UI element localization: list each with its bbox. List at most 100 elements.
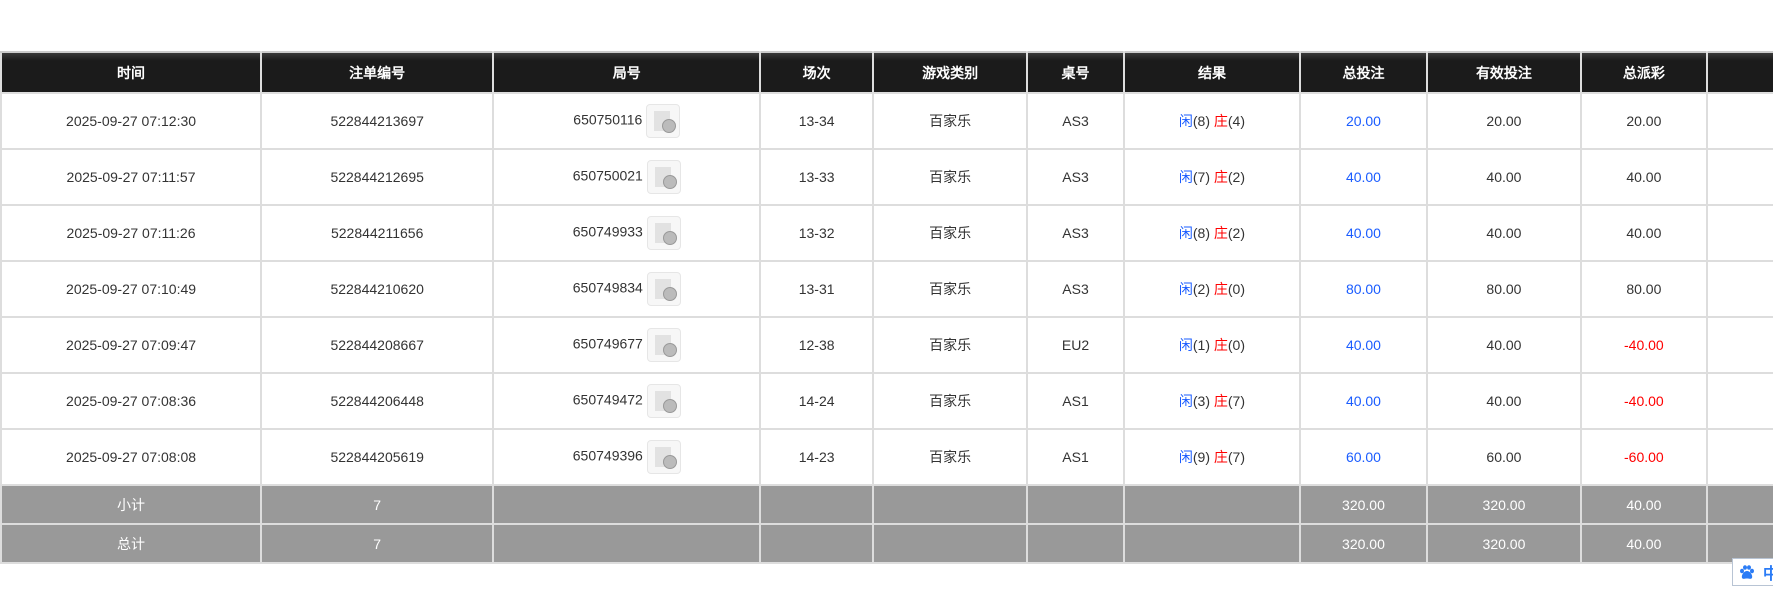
time-cell: 2025-09-27 07:12:30 bbox=[0, 92, 263, 150]
time-cell: 2025-09-27 07:11:26 bbox=[0, 204, 263, 262]
round-number: 650749834 bbox=[572, 279, 643, 296]
banker-label: 庄 bbox=[1213, 225, 1228, 241]
total-bet-cell: 60.00 bbox=[1299, 428, 1428, 486]
input-method-badge[interactable]: 中 bbox=[1732, 558, 1773, 586]
table-row: 2025-09-27 07:11:57 522844212695 6507500… bbox=[0, 148, 1773, 206]
time-cell: 2025-09-27 07:09:47 bbox=[0, 316, 263, 374]
shoe-cell: 14-23 bbox=[759, 428, 874, 486]
note-cell: 169.50/249.50 bbox=[1705, 260, 1773, 318]
round-number: 650749472 bbox=[572, 391, 643, 408]
video-replay-icon[interactable] bbox=[646, 440, 681, 474]
column-header: 总投注 bbox=[1299, 51, 1428, 94]
column-header: 时间 bbox=[0, 51, 263, 94]
column-header: 场次 bbox=[759, 51, 874, 94]
table-row: 2025-09-27 07:08:08 522844205619 6507493… bbox=[0, 428, 1773, 486]
bet-id-cell: 522844210620 bbox=[260, 260, 495, 318]
player-label: 闲 bbox=[1178, 225, 1193, 241]
video-replay-icon[interactable] bbox=[646, 160, 681, 194]
column-header: 桌号 bbox=[1026, 51, 1125, 94]
table-number-cell: AS3 bbox=[1026, 260, 1125, 318]
player-label: 闲 bbox=[1178, 393, 1193, 409]
round-cell: 650749834 bbox=[492, 260, 762, 318]
badge-text: 中 bbox=[1763, 566, 1773, 583]
subtotal-count: 7 bbox=[260, 484, 495, 525]
video-replay-icon[interactable] bbox=[646, 104, 681, 138]
banker-label: 庄 bbox=[1213, 393, 1228, 409]
shoe-cell: 14-24 bbox=[759, 372, 874, 430]
total-bet-cell: 20.00 bbox=[1299, 92, 1428, 150]
table-row: 2025-09-27 07:09:47 522844208667 6507496… bbox=[0, 316, 1773, 374]
banker-points: (0) bbox=[1227, 281, 1246, 297]
table-header: 时间注单编号局号场次游戏类别桌号结果总投注有效投注总派彩备注 bbox=[0, 51, 1773, 94]
video-replay-icon[interactable] bbox=[646, 216, 681, 250]
table-row: 2025-09-27 07:08:36 522844206448 6507494… bbox=[0, 372, 1773, 430]
payout-cell: 80.00 bbox=[1580, 260, 1708, 318]
player-label: 闲 bbox=[1178, 113, 1193, 129]
banker-label: 庄 bbox=[1213, 449, 1228, 465]
banker-points: (2) bbox=[1227, 225, 1246, 241]
subtotal-bet: 320.00 bbox=[1299, 484, 1428, 525]
shoe-cell: 13-32 bbox=[759, 204, 874, 262]
game-type-cell: 百家乐 bbox=[871, 260, 1029, 318]
game-type-cell: 百家乐 bbox=[871, 428, 1029, 486]
game-type-cell: 百家乐 bbox=[871, 148, 1029, 206]
banker-points: (4) bbox=[1227, 113, 1246, 129]
table-number-cell: AS3 bbox=[1026, 204, 1125, 262]
bet-id-cell: 522844208667 bbox=[260, 316, 495, 374]
video-replay-icon[interactable] bbox=[646, 384, 681, 418]
valid-bet-cell: 80.00 bbox=[1425, 260, 1583, 318]
banker-label: 庄 bbox=[1213, 281, 1228, 297]
payout-cell: -40.00 bbox=[1580, 372, 1708, 430]
shoe-cell: 13-33 bbox=[759, 148, 874, 206]
round-number: 650749677 bbox=[572, 335, 643, 352]
time-cell: 2025-09-27 07:08:36 bbox=[0, 372, 263, 430]
column-header: 结果 bbox=[1122, 51, 1302, 94]
total-payout: 40.00 bbox=[1580, 523, 1708, 564]
result-cell: 闲(8) 庄(4) bbox=[1122, 92, 1302, 150]
note-cell: 329.50/349.50 bbox=[1705, 92, 1773, 150]
valid-bet-cell: 40.00 bbox=[1425, 316, 1583, 374]
bet-id-cell: 522844213697 bbox=[260, 92, 495, 150]
bet-id-cell: 522844212695 bbox=[260, 148, 495, 206]
bet-id-cell: 522844206448 bbox=[260, 372, 495, 430]
column-header: 局号 bbox=[492, 51, 762, 94]
table-number-cell: AS3 bbox=[1026, 92, 1125, 150]
shoe-cell: 12-38 bbox=[759, 316, 874, 374]
round-number: 650749933 bbox=[572, 223, 643, 240]
shoe-cell: 13-31 bbox=[759, 260, 874, 318]
banker-points: (2) bbox=[1227, 169, 1246, 185]
round-cell: 650749396 bbox=[492, 428, 762, 486]
baidu-paw-icon bbox=[1740, 565, 1754, 579]
game-type-cell: 百家乐 bbox=[871, 92, 1029, 150]
note-cell: 309.50/249.50 bbox=[1705, 428, 1773, 486]
column-header: 有效投注 bbox=[1425, 51, 1583, 94]
bet-records-table: 时间注单编号局号场次游戏类别桌号结果总投注有效投注总派彩备注 2025-09-2… bbox=[0, 51, 1773, 564]
player-points: (3) bbox=[1192, 393, 1210, 409]
table-row: 2025-09-27 07:11:26 522844211656 6507499… bbox=[0, 204, 1773, 262]
payout-cell: 40.00 bbox=[1580, 204, 1708, 262]
banker-points: (0) bbox=[1227, 337, 1246, 353]
round-cell: 650749933 bbox=[492, 204, 762, 262]
total-label: 总计 bbox=[0, 523, 263, 564]
player-points: (9) bbox=[1192, 449, 1210, 465]
banker-points: (7) bbox=[1227, 393, 1246, 409]
player-points: (8) bbox=[1192, 225, 1210, 241]
table-row: 2025-09-27 07:12:30 522844213697 6507501… bbox=[0, 92, 1773, 150]
valid-bet-cell: 60.00 bbox=[1425, 428, 1583, 486]
round-number: 650750116 bbox=[573, 111, 643, 128]
game-type-cell: 百家乐 bbox=[871, 372, 1029, 430]
valid-bet-cell: 40.00 bbox=[1425, 204, 1583, 262]
total-row: 总计 7 320.00 320.00 40.00 bbox=[0, 523, 1773, 564]
payout-cell: 20.00 bbox=[1580, 92, 1708, 150]
round-cell: 650750116 bbox=[492, 92, 762, 150]
game-type-cell: 百家乐 bbox=[871, 204, 1029, 262]
player-points: (7) bbox=[1192, 169, 1210, 185]
column-header: 总派彩 bbox=[1580, 51, 1708, 94]
column-header: 游戏类别 bbox=[871, 51, 1029, 94]
shoe-cell: 13-34 bbox=[759, 92, 874, 150]
table-number-cell: AS1 bbox=[1026, 428, 1125, 486]
banker-label: 庄 bbox=[1213, 337, 1228, 353]
subtotal-valid: 320.00 bbox=[1425, 484, 1583, 525]
video-replay-icon[interactable] bbox=[646, 328, 681, 362]
video-replay-icon[interactable] bbox=[646, 272, 681, 306]
